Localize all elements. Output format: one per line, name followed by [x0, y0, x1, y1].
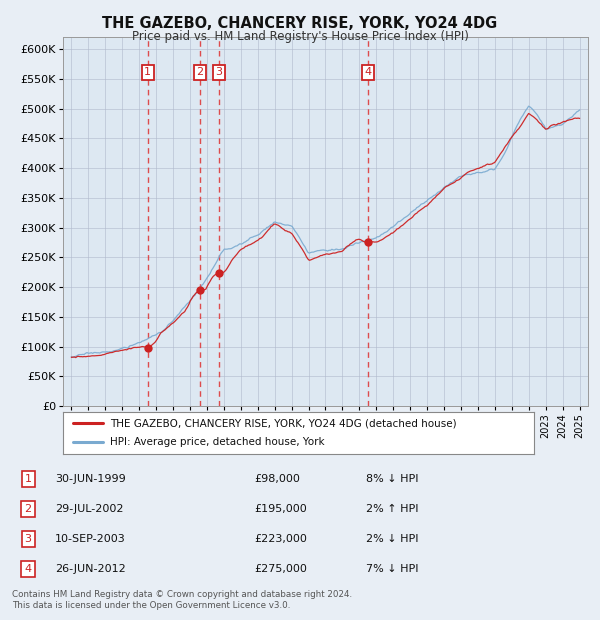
Text: Contains HM Land Registry data © Crown copyright and database right 2024.
This d: Contains HM Land Registry data © Crown c… — [12, 590, 352, 609]
Text: 29-JUL-2002: 29-JUL-2002 — [55, 504, 124, 514]
Text: 8% ↓ HPI: 8% ↓ HPI — [366, 474, 419, 484]
Text: 30-JUN-1999: 30-JUN-1999 — [55, 474, 126, 484]
Text: 2% ↓ HPI: 2% ↓ HPI — [366, 534, 419, 544]
Text: HPI: Average price, detached house, York: HPI: Average price, detached house, York — [110, 438, 325, 448]
Text: £223,000: £223,000 — [254, 534, 307, 544]
Text: THE GAZEBO, CHANCERY RISE, YORK, YO24 4DG (detached house): THE GAZEBO, CHANCERY RISE, YORK, YO24 4D… — [110, 418, 457, 428]
Text: 1: 1 — [25, 474, 32, 484]
Text: Price paid vs. HM Land Registry's House Price Index (HPI): Price paid vs. HM Land Registry's House … — [131, 30, 469, 43]
Text: 10-SEP-2003: 10-SEP-2003 — [55, 534, 126, 544]
Text: 3: 3 — [25, 534, 32, 544]
Text: 4: 4 — [364, 67, 371, 78]
Text: 4: 4 — [25, 564, 32, 574]
Text: £195,000: £195,000 — [254, 504, 307, 514]
Text: 2: 2 — [196, 67, 203, 78]
Text: 2: 2 — [25, 504, 32, 514]
Text: £275,000: £275,000 — [254, 564, 307, 574]
Text: 1: 1 — [144, 67, 151, 78]
Text: 7% ↓ HPI: 7% ↓ HPI — [366, 564, 419, 574]
Text: THE GAZEBO, CHANCERY RISE, YORK, YO24 4DG: THE GAZEBO, CHANCERY RISE, YORK, YO24 4D… — [103, 16, 497, 30]
Text: 3: 3 — [215, 67, 222, 78]
Text: 2% ↑ HPI: 2% ↑ HPI — [366, 504, 419, 514]
Text: £98,000: £98,000 — [254, 474, 300, 484]
Text: 26-JUN-2012: 26-JUN-2012 — [55, 564, 126, 574]
